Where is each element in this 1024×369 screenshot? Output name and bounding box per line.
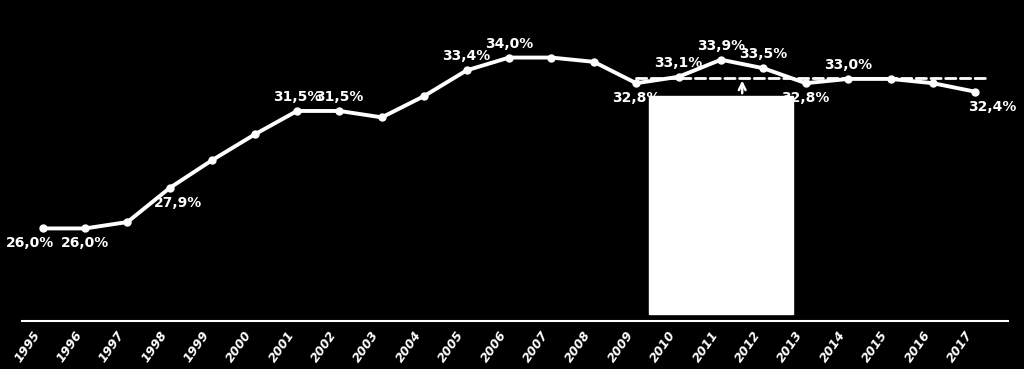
Text: 31,5%: 31,5% — [315, 90, 364, 104]
Text: 33,0%: 33,0% — [824, 58, 872, 72]
Text: 33,9%: 33,9% — [697, 39, 745, 53]
Text: 27,9%: 27,9% — [155, 196, 203, 210]
Text: 32,4%: 32,4% — [968, 100, 1017, 114]
Text: 33,5%: 33,5% — [739, 47, 787, 61]
Text: 32,8%: 32,8% — [612, 91, 660, 105]
Text: 26,0%: 26,0% — [61, 237, 110, 251]
Text: 26,0%: 26,0% — [6, 237, 54, 251]
Text: 34,0%: 34,0% — [485, 37, 534, 51]
Text: 33,1%: 33,1% — [654, 56, 702, 70]
Bar — [649, 96, 793, 314]
Text: 32,8%: 32,8% — [781, 91, 830, 105]
Text: 33,4%: 33,4% — [442, 49, 490, 63]
Text: 31,5%: 31,5% — [272, 90, 322, 104]
